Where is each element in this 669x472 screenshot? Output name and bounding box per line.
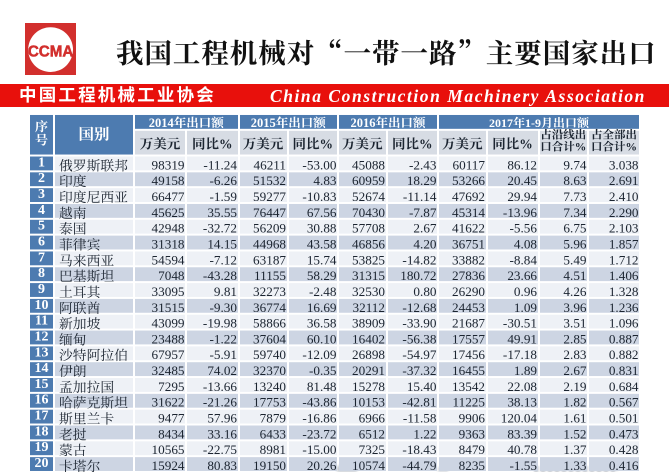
svg-text:CCMA: CCMA <box>27 43 73 60</box>
